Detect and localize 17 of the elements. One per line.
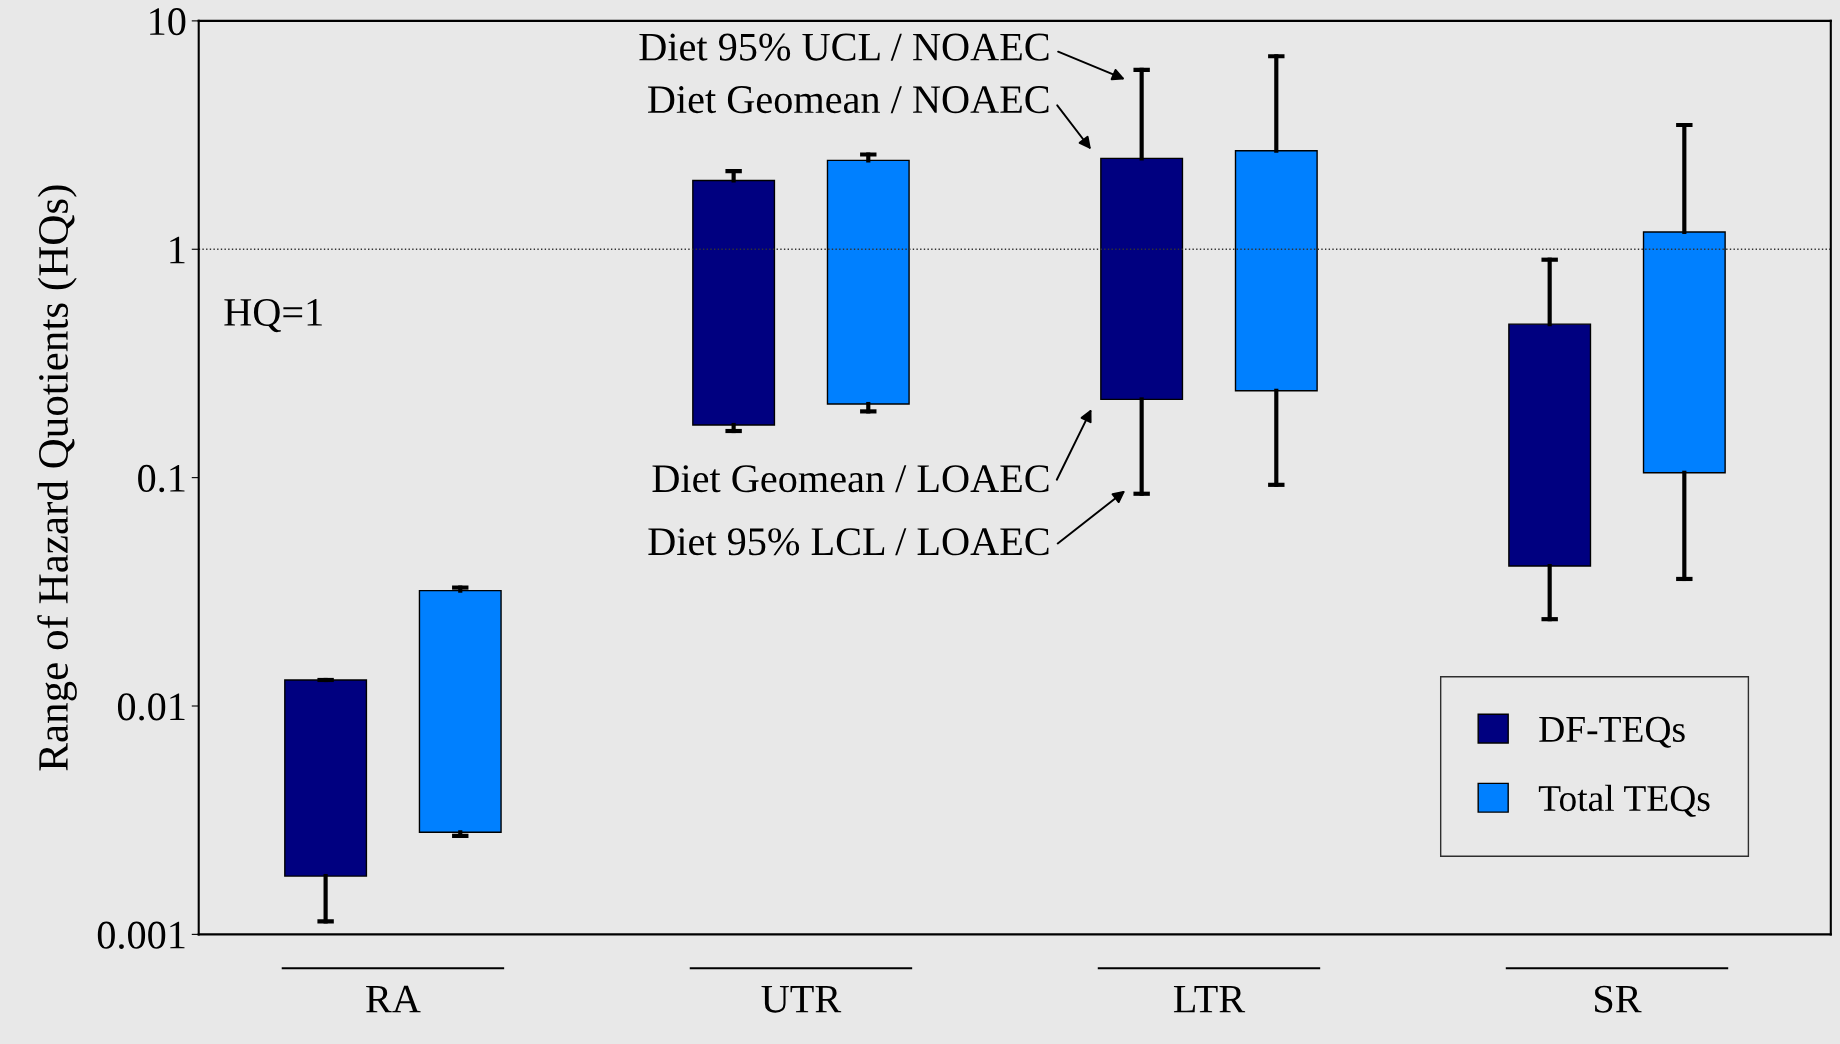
y-tick-label: 1 (170, 236, 185, 264)
x-tick-label: SR (1595, 985, 1642, 1013)
legend-label: DF-TEQs (1539, 716, 1685, 748)
annotation: Diet 95% LCL / LOAEC (648, 528, 1049, 556)
x-tick-label: RA (366, 985, 421, 1013)
y-tick-label: 0.1 (138, 464, 185, 493)
y-tick-label: 10 (150, 8, 186, 36)
y-axis-title: Range of Hazard Quotients (HQs) (37, 185, 77, 771)
x-tick-label: UTR (761, 985, 842, 1013)
ref-line-label: HQ=1 (224, 298, 322, 333)
annotation: Diet Geomean / NOAEC (648, 86, 1049, 114)
y-tick-label: 0.001 (97, 921, 185, 949)
y-tick-label: 0.01 (117, 693, 185, 721)
x-tick-label: LTR (1173, 985, 1246, 1013)
annotation: Diet Geomean / LOAEC (652, 465, 1049, 493)
annotation: Diet 95% UCL / NOAEC (639, 33, 1049, 61)
legend-label: Total TEQs (1538, 784, 1710, 817)
